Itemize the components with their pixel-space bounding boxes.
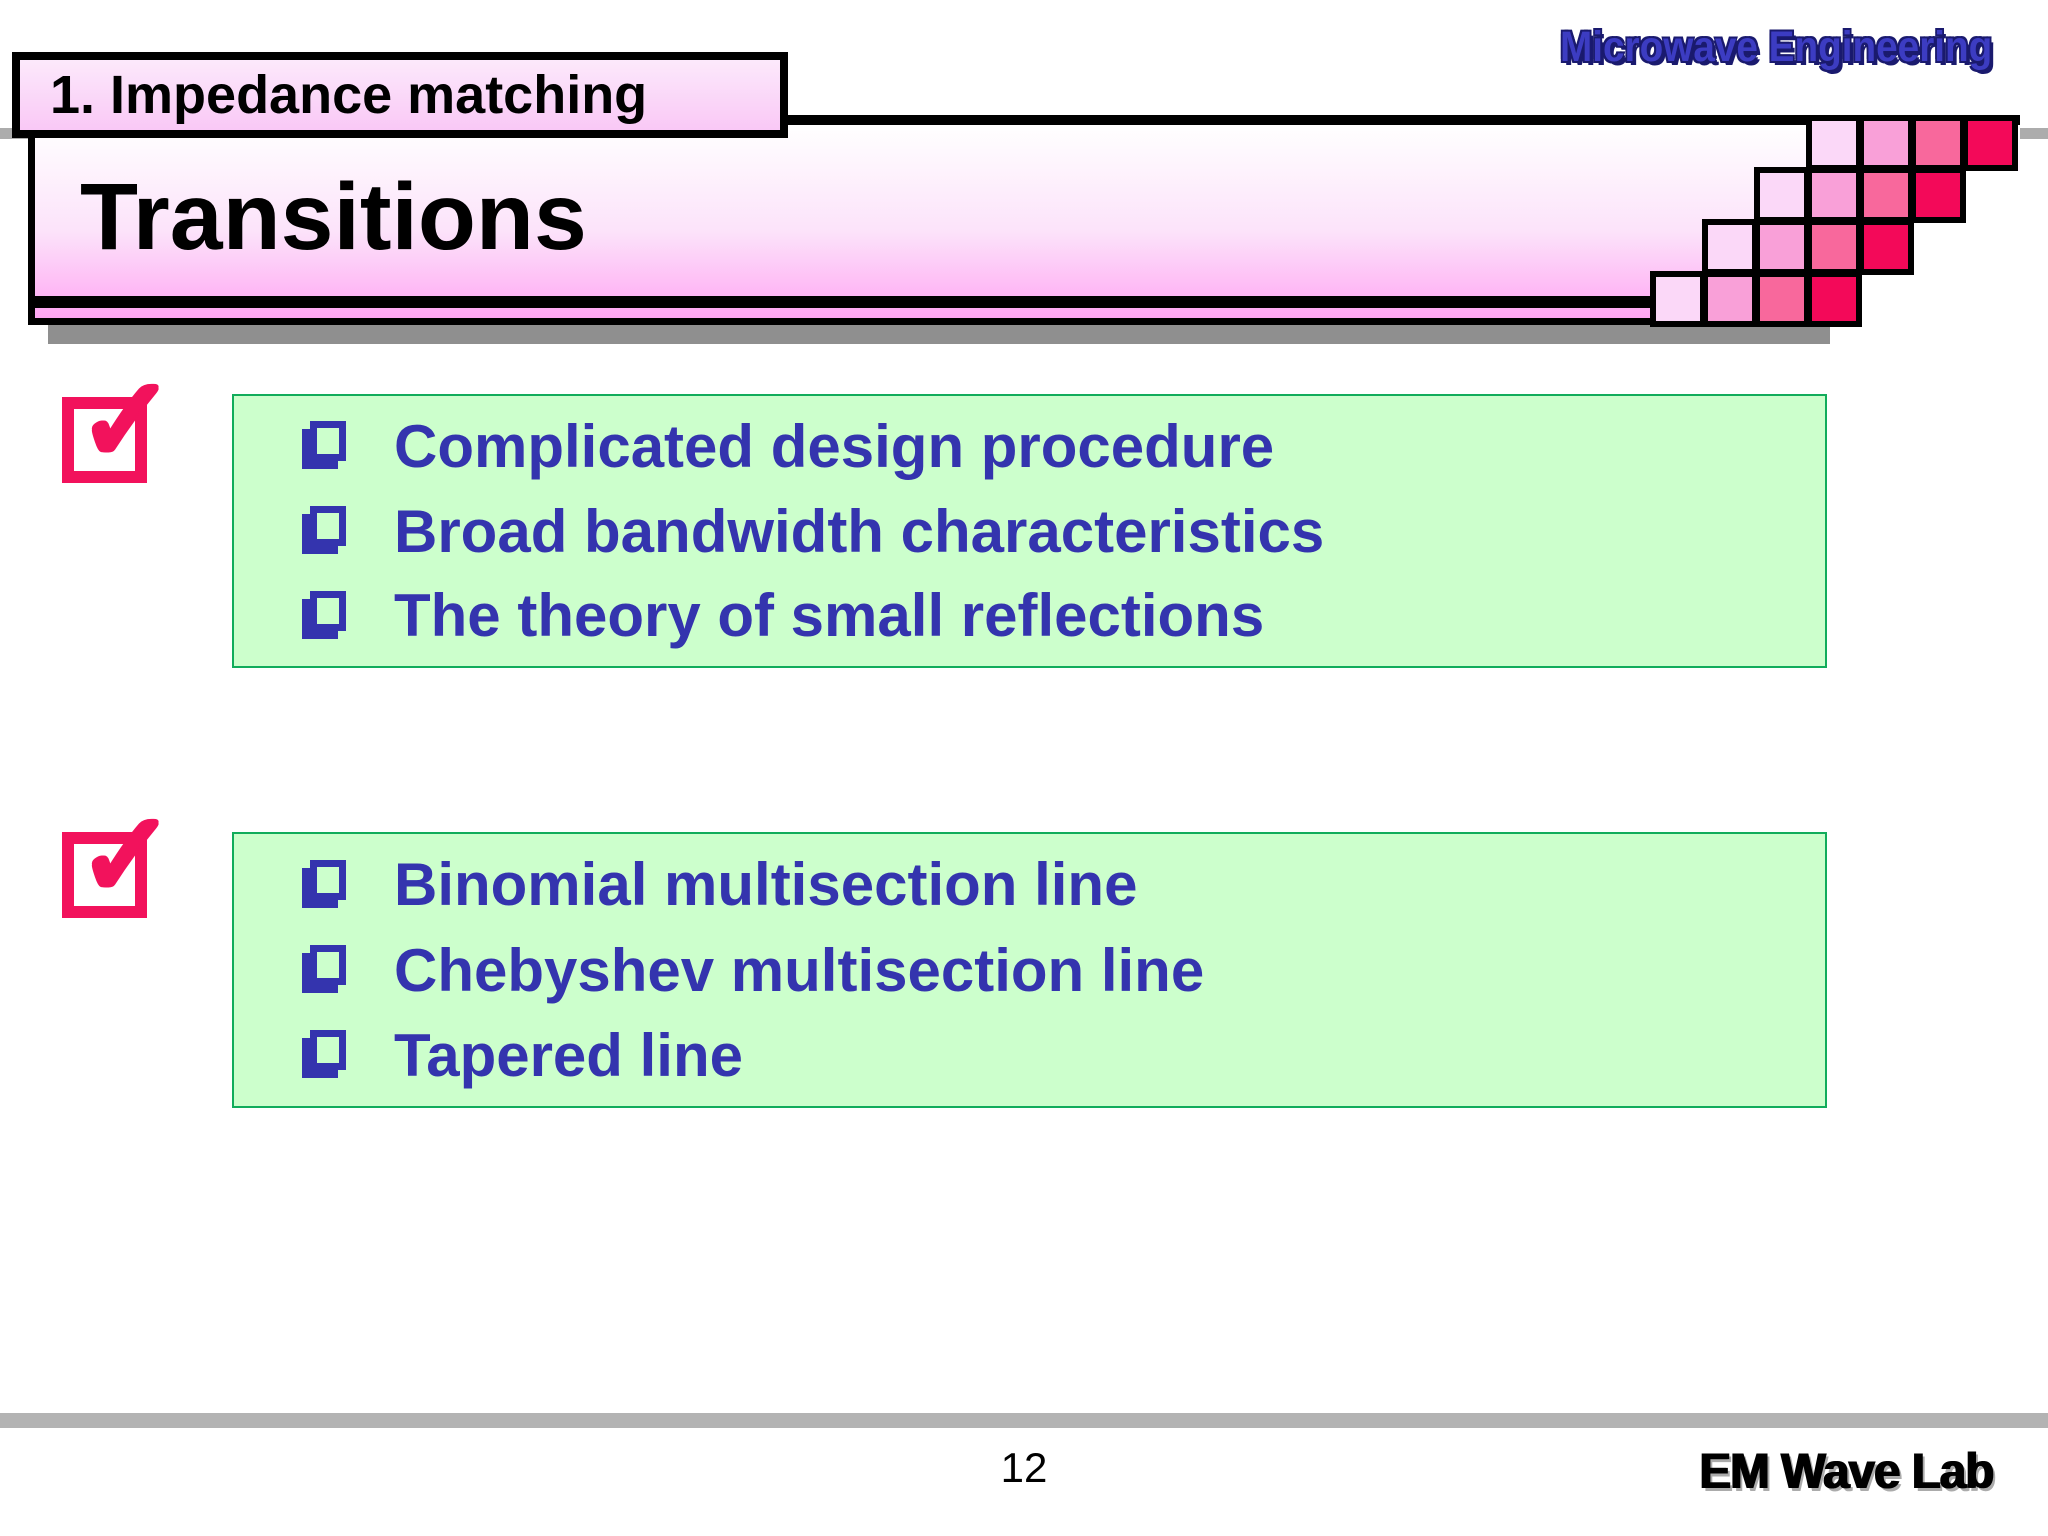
slide-title: Transitions bbox=[80, 164, 587, 270]
section-title-box: 1. Impedance matching bbox=[12, 52, 788, 138]
stair-row-2 bbox=[1754, 167, 1966, 223]
stair-row-3 bbox=[1702, 219, 1914, 275]
list-item-label: Binomial multisection line bbox=[394, 851, 1138, 919]
page-number: 12 bbox=[1000, 1444, 1048, 1491]
stair-square bbox=[1858, 219, 1914, 275]
banner-shadow bbox=[48, 325, 1830, 344]
stair-square bbox=[1754, 271, 1810, 327]
stair-square bbox=[1702, 271, 1758, 327]
square-bullet-icon bbox=[310, 421, 346, 462]
stair-square bbox=[1806, 219, 1862, 275]
stair-square bbox=[1806, 271, 1862, 327]
list-item-label: The theory of small reflections bbox=[394, 582, 1265, 650]
square-bullet-icon bbox=[310, 590, 346, 631]
checkmark-icon: ✓ bbox=[76, 354, 175, 486]
list-item: Binomial multisection line bbox=[298, 850, 1825, 919]
stair-square bbox=[1650, 271, 1706, 327]
stair-square bbox=[1910, 115, 1966, 171]
stair-row-1 bbox=[1806, 115, 2018, 171]
stair-square bbox=[1754, 219, 1810, 275]
list-item-label: Chebyshev multisection line bbox=[394, 936, 1205, 1004]
stair-square bbox=[1858, 167, 1914, 223]
list-item: The theory of small reflections bbox=[298, 581, 1825, 650]
square-bullet-icon bbox=[310, 945, 346, 985]
square-bullet-icon bbox=[310, 506, 346, 546]
checked-checkbox-2: ✓ bbox=[62, 796, 175, 918]
stair-square bbox=[1962, 115, 2018, 171]
topic-box-2: Binomial multisection line Chebyshev mul… bbox=[232, 832, 1827, 1108]
square-bullet-icon bbox=[310, 859, 346, 900]
course-label: Microwave Engineering bbox=[1559, 23, 1992, 71]
lab-name: EM Wave Lab bbox=[1698, 1443, 1993, 1499]
stair-row-4 bbox=[1650, 271, 1862, 327]
checkmark-icon: ✓ bbox=[76, 789, 175, 921]
stair-square bbox=[1754, 167, 1810, 223]
checked-checkbox-1: ✓ bbox=[62, 361, 175, 483]
stair-square bbox=[1858, 115, 1914, 171]
section-title: 1. Impedance matching bbox=[50, 65, 648, 125]
list-item-label: Complicated design procedure bbox=[394, 412, 1275, 480]
list-item: Broad bandwidth characteristics bbox=[298, 497, 1825, 566]
banner-inner-line bbox=[35, 296, 2020, 308]
list-item-label: Broad bandwidth characteristics bbox=[394, 497, 1325, 565]
topic-box-1: Complicated design procedure Broad bandw… bbox=[232, 394, 1827, 668]
list-item: Chebyshev multisection line bbox=[298, 936, 1825, 1005]
list-item-label: Tapered line bbox=[394, 1021, 743, 1089]
square-bullet-icon bbox=[310, 1030, 346, 1071]
stair-square bbox=[1806, 167, 1862, 223]
stair-square bbox=[1910, 167, 1966, 223]
stair-square bbox=[1702, 219, 1758, 275]
list-item: Complicated design procedure bbox=[298, 412, 1825, 481]
stair-square bbox=[1806, 115, 1862, 171]
list-item: Tapered line bbox=[298, 1021, 1825, 1090]
footer-divider-bar bbox=[0, 1413, 2048, 1428]
stair-mask bbox=[1862, 275, 2048, 330]
